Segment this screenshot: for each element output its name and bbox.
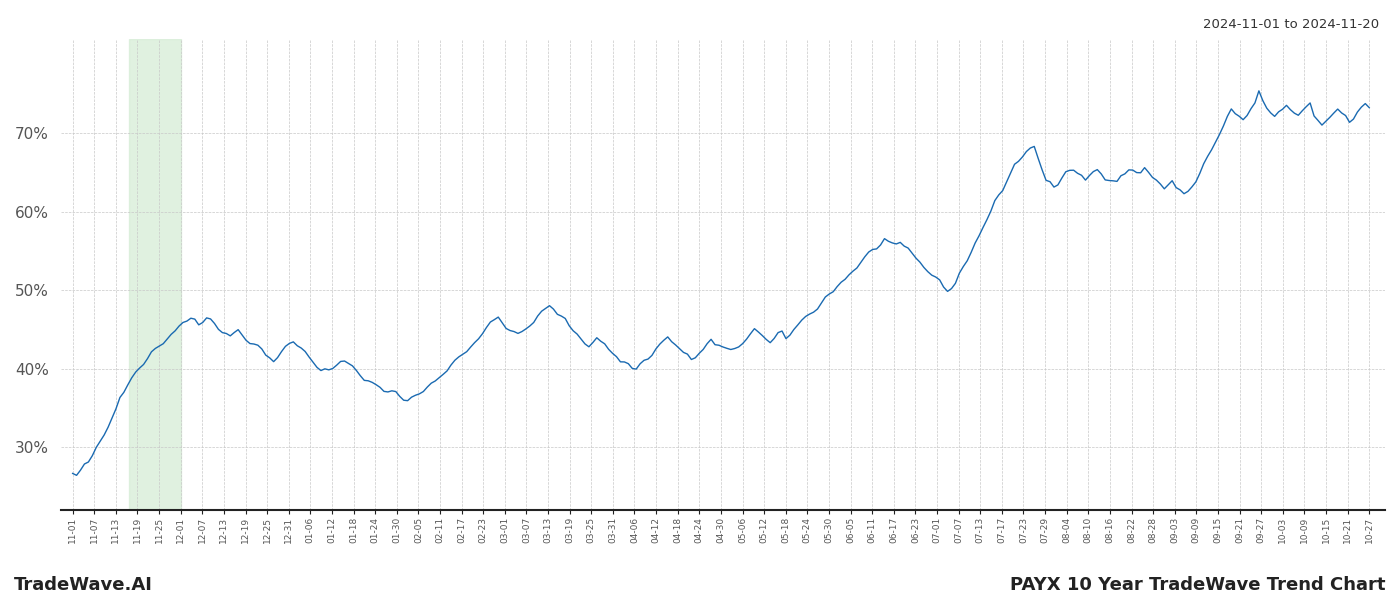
Bar — [129, 39, 181, 510]
Text: TradeWave.AI: TradeWave.AI — [14, 576, 153, 594]
Text: PAYX 10 Year TradeWave Trend Chart: PAYX 10 Year TradeWave Trend Chart — [1011, 576, 1386, 594]
Text: 2024-11-01 to 2024-11-20: 2024-11-01 to 2024-11-20 — [1203, 18, 1379, 31]
